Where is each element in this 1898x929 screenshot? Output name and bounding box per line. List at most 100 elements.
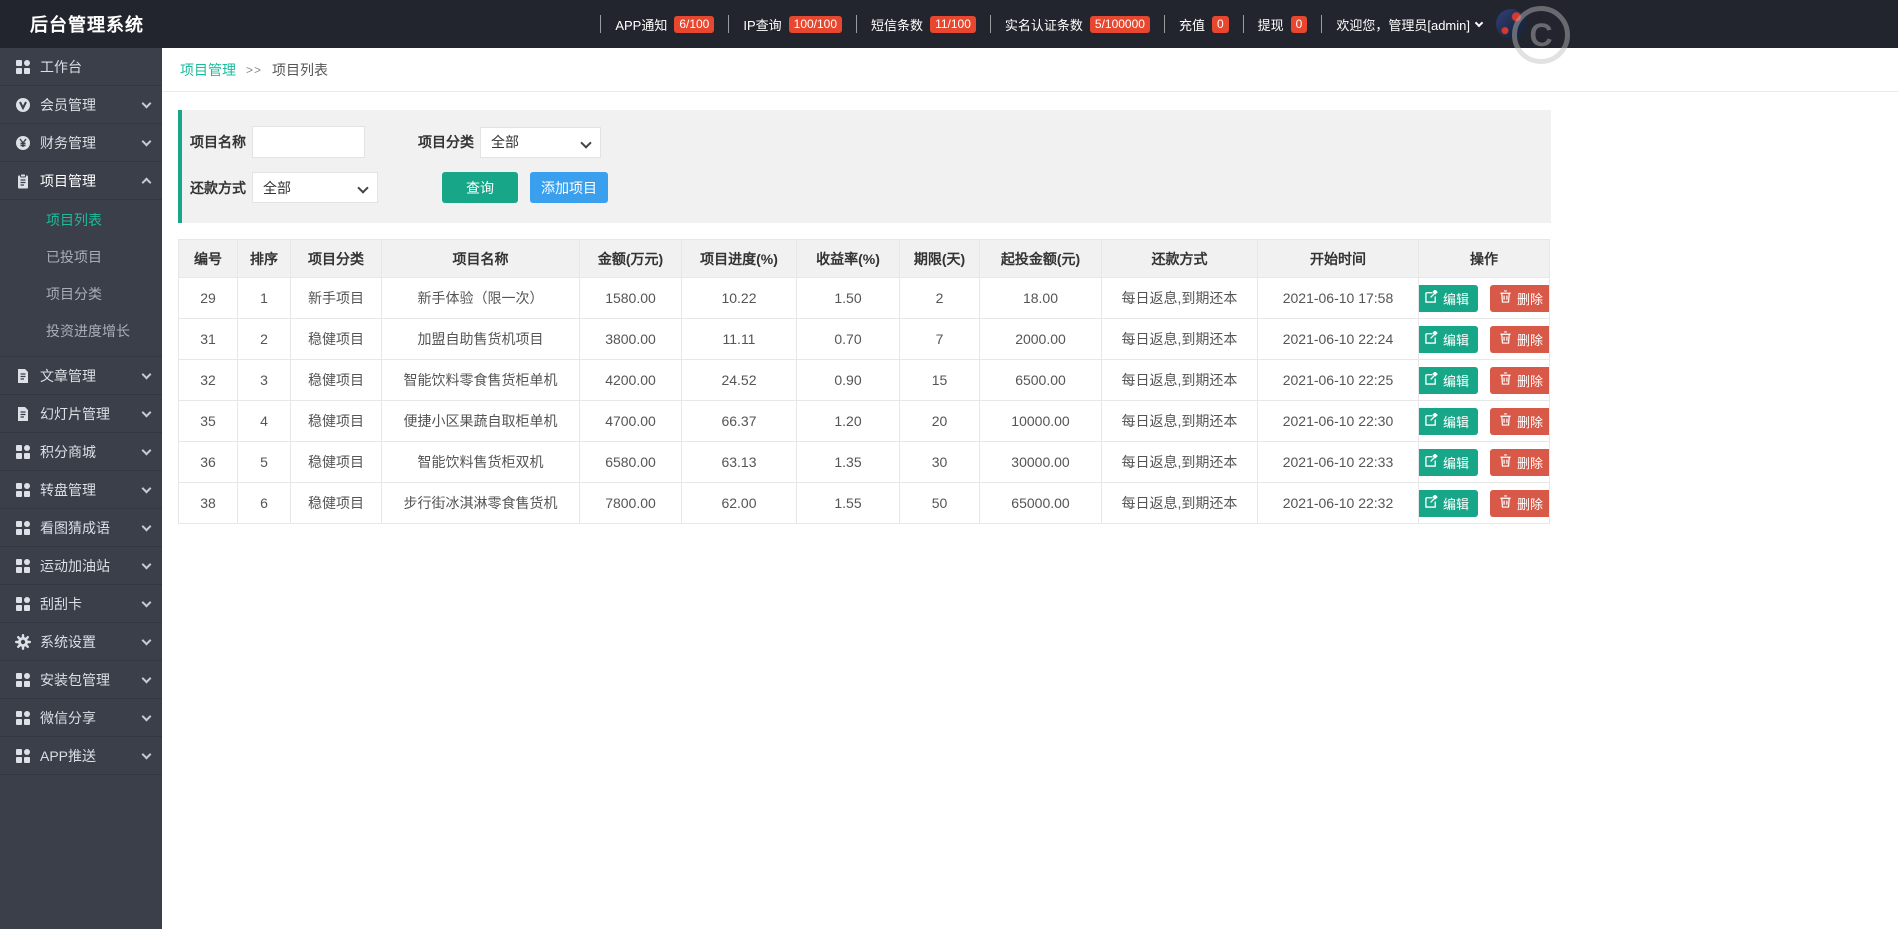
cell-category: 稳健项目 xyxy=(290,441,382,483)
sidebar-subitem-project-list[interactable]: 项目列表 xyxy=(46,212,102,228)
sidebar-subitem-project-categories[interactable]: 项目分类 xyxy=(46,286,102,302)
column-header-term: 期限(天) xyxy=(899,239,980,278)
edit-button[interactable]: 编辑 xyxy=(1419,407,1478,435)
gear-icon xyxy=(15,633,31,650)
sidebar-item-label: 运动加油站 xyxy=(40,557,110,574)
delete-button[interactable]: 删除 xyxy=(1490,448,1549,476)
delete-button[interactable]: 删除 xyxy=(1490,366,1549,394)
sidebar-item-sports[interactable]: 运动加油站 xyxy=(0,547,162,585)
avatar[interactable] xyxy=(1496,9,1526,39)
delete-button[interactable]: 删除 xyxy=(1490,284,1549,312)
cell-sort: 1 xyxy=(237,277,291,319)
chevron-down-icon xyxy=(141,711,152,721)
edit-icon xyxy=(1425,453,1438,470)
header-stat-1[interactable]: IP查询 100/100 xyxy=(743,15,843,34)
grid-icon xyxy=(15,596,31,612)
welcome-text: 欢迎您，管理员[admin] xyxy=(1336,17,1470,33)
project-category-select-wrap: 全部 xyxy=(480,126,601,158)
grid-icon xyxy=(15,672,31,688)
clipboard-icon xyxy=(15,173,31,189)
cell-min-invest: 30000.00 xyxy=(979,441,1102,483)
breadcrumb: 项目管理 >> 项目列表 xyxy=(162,48,1898,92)
search-button[interactable]: 查询 xyxy=(442,172,518,203)
sidebar-item-members[interactable]: 会员管理 xyxy=(0,86,162,124)
project-category-select[interactable]: 全部 xyxy=(481,127,600,157)
edit-button[interactable]: 编辑 xyxy=(1419,366,1478,394)
sidebar-item-idiom-game[interactable]: 看图猜成语 xyxy=(0,509,162,547)
cell-rate: 1.20 xyxy=(796,400,900,442)
finance-icon xyxy=(15,135,31,151)
header-stat-5[interactable]: 提现 0 xyxy=(1258,15,1308,34)
cell-actions: 编辑 删除 xyxy=(1418,441,1550,483)
delete-button[interactable]: 删除 xyxy=(1490,407,1549,435)
column-header-rate: 收益率(%) xyxy=(796,239,900,278)
edit-button[interactable]: 编辑 xyxy=(1419,448,1478,476)
column-header-sort: 排序 xyxy=(237,239,291,278)
delete-button[interactable]: 删除 xyxy=(1490,325,1549,353)
header-stat-0[interactable]: APP通知 6/100 xyxy=(615,15,715,34)
cell-progress: 66.37 xyxy=(681,400,797,442)
cell-rate: 0.70 xyxy=(796,318,900,360)
breadcrumb-parent-link[interactable]: 项目管理 xyxy=(180,61,236,78)
sidebar-subitem-investment-progress[interactable]: 投资进度增长 xyxy=(46,323,130,339)
table-row: 32 3 稳健项目 智能饮料零食售货柜单机 4200.00 24.52 0.90 15 6500… xyxy=(178,359,1550,401)
cell-id: 29 xyxy=(178,277,238,319)
header-stat-3[interactable]: 实名认证条数 5/100000 xyxy=(1005,15,1150,34)
sidebar-item-slides[interactable]: 幻灯片管理 xyxy=(0,395,162,433)
cell-start-time: 2021-06-10 17:58 xyxy=(1257,277,1419,319)
sidebar-subitem-invested-projects[interactable]: 已投项目 xyxy=(46,249,102,265)
sidebar-item-projects[interactable]: 项目管理 xyxy=(0,162,162,200)
delete-button[interactable]: 删除 xyxy=(1490,489,1549,517)
header-divider xyxy=(728,15,730,33)
header-stat-2[interactable]: 短信条数 11/100 xyxy=(871,15,976,34)
cell-rate: 1.50 xyxy=(796,277,900,319)
grid-icon xyxy=(15,444,31,460)
stat-label: 短信条数 xyxy=(871,17,924,33)
grid-icon xyxy=(15,59,31,75)
column-header-start-time: 开始时间 xyxy=(1257,239,1419,278)
chevron-down-icon xyxy=(1474,18,1484,27)
column-header-actions: 操作 xyxy=(1418,239,1550,278)
cell-id: 35 xyxy=(178,400,238,442)
add-project-button[interactable]: 添加项目 xyxy=(530,172,608,203)
header-stat-4[interactable]: 充值 0 xyxy=(1179,15,1229,34)
trash-icon xyxy=(1499,495,1512,511)
cell-term: 20 xyxy=(899,400,980,442)
cell-start-time: 2021-06-10 22:30 xyxy=(1257,400,1419,442)
trash-icon xyxy=(1499,331,1512,347)
cell-amount: 4200.00 xyxy=(579,359,682,401)
cell-term: 30 xyxy=(899,441,980,483)
chevron-down-icon xyxy=(141,407,152,417)
cell-actions: 编辑 删除 xyxy=(1418,318,1550,360)
sidebar-item-app-push[interactable]: APP推送 xyxy=(0,737,162,775)
edit-button[interactable]: 编辑 xyxy=(1419,325,1478,353)
sidebar-item-wechat-share[interactable]: 微信分享 xyxy=(0,699,162,737)
user-menu[interactable]: 欢迎您，管理员[admin] xyxy=(1336,15,1484,34)
sidebar-menu: 工作台 会员管理 财务管理 项目管理项目列表已投项目项目分类投资进度增长文章管理 幻灯片… xyxy=(0,48,162,775)
member-icon xyxy=(15,97,31,113)
sidebar-item-workbench[interactable]: 工作台 xyxy=(0,48,162,86)
column-header-amount: 金额(万元) xyxy=(579,239,682,278)
sidebar-item-finance[interactable]: 财务管理 xyxy=(0,124,162,162)
repay-method-select[interactable]: 全部 xyxy=(253,173,377,202)
project-name-input[interactable] xyxy=(252,126,365,158)
edit-button[interactable]: 编辑 xyxy=(1419,284,1478,312)
cell-repay-method: 每日返息,到期还本 xyxy=(1101,318,1258,360)
sidebar-item-articles[interactable]: 文章管理 xyxy=(0,357,162,395)
cell-sort: 5 xyxy=(237,441,291,483)
sidebar-item-label: 转盘管理 xyxy=(40,481,96,498)
projects-table: 编号 排序 项目分类 项目名称 金额(万元) 项目进度(%) 收益率(%) 期限(天) 起投金额… xyxy=(178,239,1550,524)
stat-label: 实名认证条数 xyxy=(1004,17,1083,33)
column-header-progress: 项目进度(%) xyxy=(681,239,797,278)
sidebar-item-label: 刮刮卡 xyxy=(40,595,82,612)
cell-name: 便捷小区果蔬自取柜单机 xyxy=(381,400,580,442)
app-title: 后台管理系统 xyxy=(30,15,144,35)
sidebar-item-points-mall[interactable]: 积分商城 xyxy=(0,433,162,471)
cell-actions: 编辑 删除 xyxy=(1418,277,1550,319)
sidebar-item-packages[interactable]: 安装包管理 xyxy=(0,661,162,699)
sidebar-item-wheel[interactable]: 转盘管理 xyxy=(0,471,162,509)
chevron-down-icon xyxy=(141,635,152,645)
edit-button[interactable]: 编辑 xyxy=(1419,489,1478,517)
sidebar-item-settings[interactable]: 系统设置 xyxy=(0,623,162,661)
sidebar-item-scratch-card[interactable]: 刮刮卡 xyxy=(0,585,162,623)
